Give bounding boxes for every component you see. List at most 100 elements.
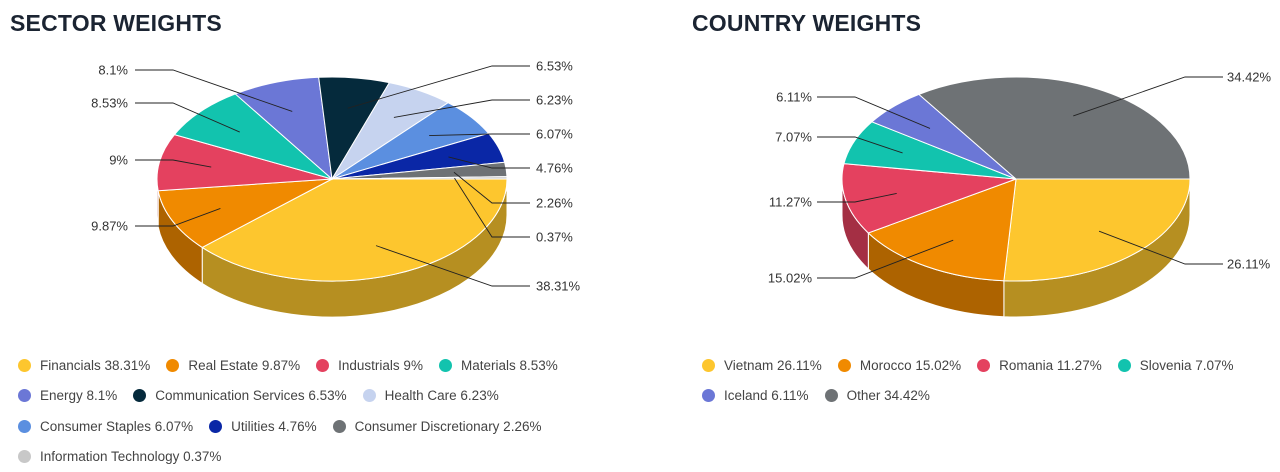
leader-line-morocco (817, 239, 954, 279)
legend-label-consumer-discretionary: Consumer Discretionary 2.26% (354, 418, 542, 434)
legend-label-iceland: Iceland 6.11% (724, 388, 809, 404)
legend-dot-vietnam (702, 358, 715, 372)
legend-row: Financials 38.31% Real Estate 9.87% Indust… (18, 350, 628, 381)
data-label-other: 34.42% (1227, 70, 1272, 85)
legend-dot-information-technology (18, 450, 31, 464)
leader-line-iceland (817, 96, 931, 129)
legend-row: Consumer Staples 6.07% Utilities 4.76% Con… (18, 411, 628, 442)
country-legend: Vietnam 26.11% Morocco 15.02% Romania 11.2… (702, 350, 1272, 411)
pie-slice-materials[interactable] (173, 93, 333, 180)
legend-item-energy[interactable]: Energy 8.1% (18, 388, 117, 403)
legend-item-industrials[interactable]: Industrials 9% (316, 358, 423, 373)
country-pie-chart: 34.42% 26.11% 6.11% 7.07% 11.27% 15.02% (768, 70, 1272, 318)
legend-label-health-care: Health Care 6.23% (384, 388, 499, 404)
data-label-vietnam: 26.11% (1227, 257, 1271, 272)
pie-slice-financials[interactable] (201, 178, 508, 282)
data-label-industrials: 9% (109, 153, 128, 168)
leader-line-utilities (448, 156, 530, 169)
data-label-utilities: 4.76% (536, 161, 573, 176)
leader-line-romania (817, 192, 897, 203)
legend-label-other: Other 34.42% (846, 388, 930, 404)
legend-label-slovenia: Slovenia 7.07% (1139, 357, 1234, 373)
pie-slices (156, 76, 508, 282)
pie-slice-real-estate[interactable] (157, 178, 333, 248)
legend-dot-health-care (362, 389, 376, 403)
legend-item-slovenia[interactable]: Slovenia 7.07% (1117, 357, 1234, 373)
pie-labels: 34.42% 26.11% 6.11% 7.07% 11.27% 15.02% (768, 70, 1272, 286)
leader-line-information-technology (454, 177, 530, 238)
data-label-slovenia: 7.07% (775, 130, 812, 145)
legend-row: Information Technology 0.37% (18, 442, 628, 472)
legend-label-financials: Financials 38.31% (40, 357, 151, 373)
legend-label-communication-services: Communication Services 6.53% (155, 388, 347, 404)
legend-item-morocco[interactable]: Morocco 15.02% (837, 357, 962, 373)
pie-slice-vietnam[interactable] (1003, 178, 1191, 282)
legend-label-morocco: Morocco 15.02% (859, 357, 962, 373)
legend-label-real-estate: Real Estate 9.87% (188, 357, 301, 373)
legend-label-vietnam: Vietnam 26.11% (724, 357, 822, 373)
data-label-iceland: 6.11% (776, 90, 812, 105)
legend-label-utilities: Utilities 4.76% (231, 418, 317, 434)
leader-line-vietnam (1098, 230, 1223, 265)
leader-line-other (1073, 76, 1223, 117)
pie-slice-energy[interactable] (234, 76, 333, 181)
leader-line-industrials (135, 159, 212, 168)
data-label-morocco: 15.02% (768, 271, 813, 286)
legend-item-consumer-discretionary[interactable]: Consumer Discretionary 2.26% (332, 418, 542, 434)
leader-line-consumer-discretionary (453, 171, 530, 204)
data-label-consumer-discretionary: 2.26% (536, 196, 573, 211)
legend-label-materials: Materials 8.53% (460, 357, 558, 373)
legend-dot-romania (977, 358, 991, 372)
legend-item-iceland[interactable]: Iceland 6.11% (702, 388, 809, 403)
legend-dot-communication-services (133, 389, 147, 403)
legend-item-information-technology[interactable]: Information Technology 0.37% (18, 449, 221, 464)
sector-weights-title: SECTOR WEIGHTS (10, 10, 222, 36)
pie-slice-other[interactable] (917, 76, 1191, 180)
legend-dot-consumer-discretionary (332, 419, 346, 433)
legend-dot-utilities (209, 419, 223, 433)
legend-label-information-technology: Information Technology 0.37% (40, 449, 222, 465)
legend-dot-financials (18, 358, 31, 372)
data-label-communication-services: 6.53% (536, 59, 573, 74)
legend-dot-energy (18, 389, 31, 403)
data-label-romania: 11.27% (769, 195, 813, 210)
legend-item-financials[interactable]: Financials 38.31% (18, 358, 150, 373)
legend-label-industrials: Industrials 9% (338, 357, 423, 373)
country-weights-panel: COUNTRY WEIGHTS 34.42% 26.11% 6.11% 7.07% 11… (640, 0, 1280, 472)
leader-line-consumer-staples (429, 133, 530, 136)
pie-slice-romania[interactable] (841, 163, 1017, 234)
legend-dot-morocco (837, 358, 851, 372)
data-label-information-technology: 0.37% (536, 230, 573, 245)
sector-legend: Financials 38.31% Real Estate 9.87% Indust… (18, 350, 628, 472)
pie-slice-industrials[interactable] (156, 134, 333, 192)
pie-slices (841, 76, 1191, 282)
legend-dot-slovenia (1117, 358, 1131, 372)
legend-item-consumer-staples[interactable]: Consumer Staples 6.07% (18, 419, 193, 434)
legend-item-health-care[interactable]: Health Care 6.23% (362, 388, 499, 404)
pie-slice-morocco[interactable] (867, 178, 1017, 282)
leader-line-slovenia (817, 136, 903, 154)
data-label-consumer-staples: 6.07% (536, 127, 573, 142)
legend-item-vietnam[interactable]: Vietnam 26.11% (702, 358, 822, 373)
legend-item-real-estate[interactable]: Real Estate 9.87% (166, 358, 300, 373)
legend-dot-materials (438, 358, 452, 372)
legend-dot-real-estate (166, 358, 180, 372)
pie-labels: 6.53% 6.23% 6.07% 4.76% 2.26% 0.37% 38.31% 8.1%… (91, 59, 580, 294)
legend-dot-iceland (702, 389, 715, 403)
leader-line-energy (135, 69, 293, 112)
legend-item-utilities[interactable]: Utilities 4.76% (209, 419, 317, 434)
legend-label-energy: Energy 8.1% (40, 388, 118, 404)
leader-line-health-care (393, 99, 530, 118)
legend-item-materials[interactable]: Materials 8.53% (438, 357, 558, 373)
legend-row: Iceland 6.11% Other 34.42% (702, 381, 1272, 412)
legend-dot-consumer-staples (18, 419, 31, 433)
country-weights-title: COUNTRY WEIGHTS (692, 10, 922, 36)
legend-item-other[interactable]: Other 34.42% (824, 388, 930, 404)
data-label-energy: 8.1% (98, 63, 128, 78)
legend-item-communication-services[interactable]: Communication Services 6.53% (133, 388, 347, 404)
leader-line-real-estate (135, 208, 221, 227)
legend-dot-industrials (316, 358, 330, 372)
legend-dot-other (824, 389, 838, 403)
pie-slice-information-technology[interactable] (331, 176, 508, 180)
legend-item-romania[interactable]: Romania 11.27% (977, 358, 1102, 373)
